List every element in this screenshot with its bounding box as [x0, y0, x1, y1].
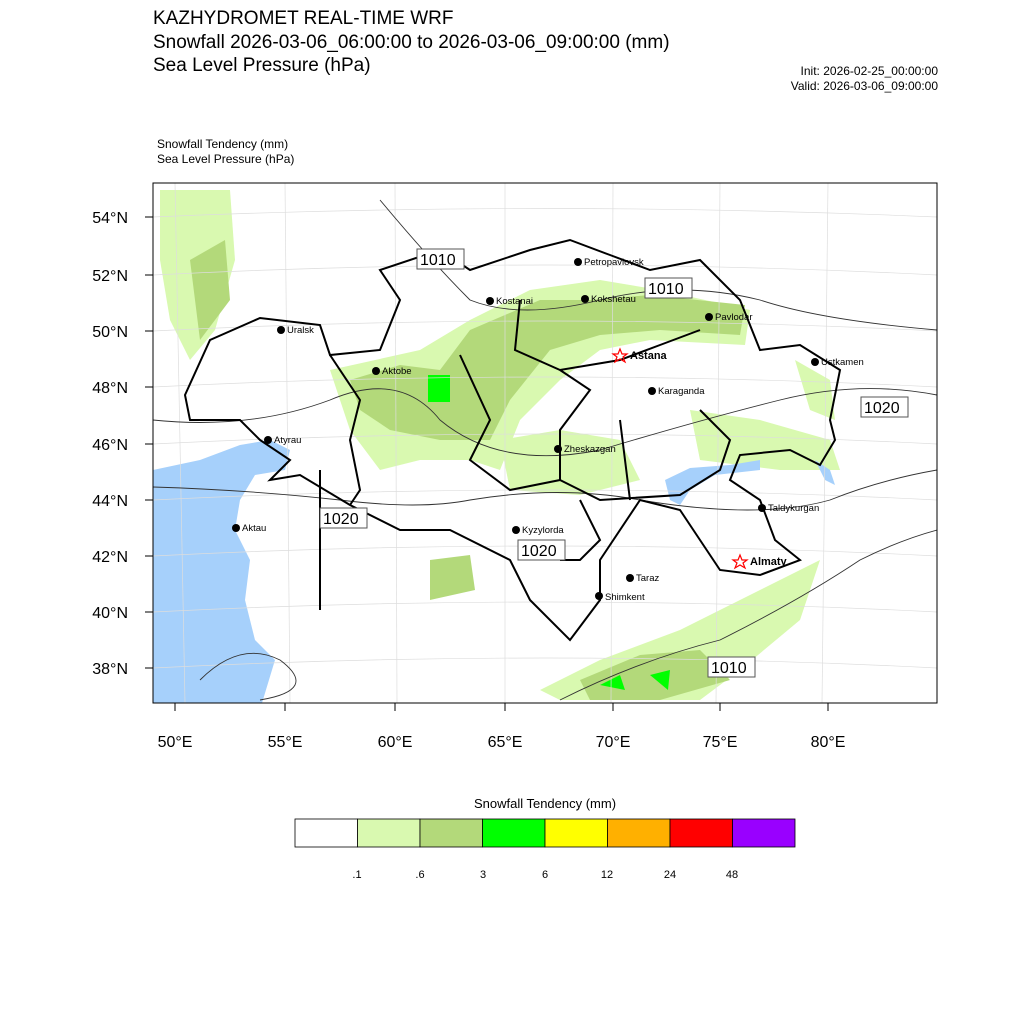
city-shimkent: Shimkent	[595, 592, 645, 603]
svg-text:Karaganda: Karaganda	[658, 386, 705, 397]
svg-text:55°E: 55°E	[268, 734, 303, 751]
city-kokshetau: Kokshetau	[581, 294, 636, 305]
svg-text:75°E: 75°E	[703, 734, 738, 751]
city-pavlodar: Pavlodar	[705, 312, 753, 323]
svg-text:Taraz: Taraz	[636, 573, 659, 584]
svg-text:1010: 1010	[648, 281, 684, 298]
lon-axis: 50°E 55°E 60°E 65°E 70°E 75°E 80°E	[158, 734, 846, 751]
title-line-1: KAZHYDROMET REAL-TIME WRF	[153, 8, 454, 29]
svg-text:1020: 1020	[323, 511, 359, 528]
colorbar-swatch	[544, 818, 608, 848]
astana-star-icon	[611, 347, 629, 364]
svg-text:Kostanai: Kostanai	[496, 296, 533, 307]
svg-text:70°E: 70°E	[596, 734, 631, 751]
svg-text:Aktau: Aktau	[242, 523, 266, 534]
svg-text:12: 12	[601, 869, 613, 881]
svg-text:Petropavlovsk: Petropavlovsk	[584, 257, 644, 268]
svg-text:60°E: 60°E	[378, 734, 413, 751]
svg-text:Pavlodar: Pavlodar	[715, 312, 753, 323]
title-line-3: Sea Level Pressure (hPa)	[153, 55, 371, 76]
colorbar-swatch	[607, 818, 671, 848]
svg-text:.6: .6	[415, 869, 424, 881]
svg-text:80°E: 80°E	[811, 734, 846, 751]
svg-text:1010: 1010	[420, 252, 456, 269]
title-line-2: Snowfall 2026-03-06_06:00:00 to 2026-03-…	[153, 32, 670, 53]
colorbar-title: Snowfall Tendency (mm)	[474, 796, 616, 811]
svg-text:52°N: 52°N	[92, 268, 128, 285]
city-aktobe: Aktobe	[372, 366, 412, 377]
colorbar: Snowfall Tendency (mm) .1 .6 3 6 12 24 48	[294, 796, 796, 881]
svg-text:6: 6	[542, 869, 548, 881]
colorbar-swatch	[732, 818, 796, 848]
city-kostanai: Kostanai	[486, 296, 533, 307]
svg-text:Astana: Astana	[630, 350, 668, 362]
field-label-slp: Sea Level Pressure (hPa)	[157, 152, 295, 166]
lat-axis: 54°N 52°N 50°N 48°N 46°N 44°N 42°N 40°N 38°N	[92, 210, 128, 678]
city-karaganda: Karaganda	[648, 386, 705, 397]
axis-ticks	[145, 216, 829, 711]
svg-text:44°N: 44°N	[92, 493, 128, 510]
svg-text:24: 24	[664, 869, 676, 881]
svg-text:Uralsk: Uralsk	[287, 325, 314, 336]
map-area: Petropavlovsk Kostanai Kokshetau Pavloda…	[153, 183, 937, 703]
colorbar-swatch	[482, 818, 546, 848]
colorbar-swatch	[294, 818, 358, 848]
svg-text:46°N: 46°N	[92, 437, 128, 454]
svg-text:40°N: 40°N	[92, 605, 128, 622]
city-aktau: Aktau	[232, 523, 266, 534]
colorbar-swatch	[419, 818, 483, 848]
city-markers: Petropavlovsk Kostanai Kokshetau Pavloda…	[232, 257, 864, 603]
svg-text:1020: 1020	[864, 400, 900, 417]
city-kyzylorda: Kyzylorda	[512, 525, 564, 536]
isobars	[153, 199, 937, 701]
init-time: Init: 2026-02-25_00:00:00	[800, 64, 938, 78]
valid-time: Valid: 2026-03-06_09:00:00	[790, 79, 938, 93]
city-ustkamen: Ustkamen	[811, 357, 864, 368]
plot-frame	[152, 182, 938, 704]
svg-text:Zheskazgan: Zheskazgan	[564, 444, 616, 455]
svg-text:50°E: 50°E	[158, 734, 193, 751]
svg-text:42°N: 42°N	[92, 549, 128, 566]
svg-text:48°N: 48°N	[92, 380, 128, 397]
city-atyrau: Atyrau	[264, 435, 301, 446]
city-uralsk: Uralsk	[277, 325, 314, 336]
svg-text:3: 3	[480, 869, 486, 881]
city-astana: Astana	[611, 347, 668, 364]
svg-text:50°N: 50°N	[92, 324, 128, 341]
graticule	[153, 183, 937, 703]
svg-text:48: 48	[726, 869, 738, 881]
city-petropavlovsk: Petropavlovsk	[574, 257, 644, 268]
svg-text:1010: 1010	[711, 660, 747, 677]
almaty-star-icon	[731, 553, 749, 570]
isobar-labels: 1010 1010 1020 1020 1020 1010	[319, 248, 909, 678]
city-taraz: Taraz	[626, 573, 659, 584]
svg-text:Taldykurgan: Taldykurgan	[768, 503, 819, 514]
svg-text:65°E: 65°E	[488, 734, 523, 751]
svg-text:54°N: 54°N	[92, 210, 128, 227]
colorbar-swatch	[669, 818, 733, 848]
svg-text:Kyzylorda: Kyzylorda	[522, 525, 564, 536]
country-borders	[183, 238, 842, 642]
svg-text:Ustkamen: Ustkamen	[821, 357, 864, 368]
svg-text:Almaty: Almaty	[750, 556, 788, 568]
colorbar-swatch	[357, 818, 421, 848]
svg-text:Shimkent: Shimkent	[605, 592, 645, 603]
svg-text:Aktobe: Aktobe	[382, 366, 412, 377]
svg-text:1020: 1020	[521, 543, 557, 560]
field-label-snowfall: Snowfall Tendency (mm)	[157, 137, 289, 151]
svg-text:Atyrau: Atyrau	[274, 435, 301, 446]
city-zheskazgan: Zheskazgan	[554, 444, 616, 455]
city-almaty: Almaty	[731, 553, 788, 570]
svg-text:.1: .1	[352, 869, 361, 881]
city-taldykurgan: Taldykurgan	[758, 503, 819, 514]
svg-text:38°N: 38°N	[92, 661, 128, 678]
snowfall-shading	[160, 190, 840, 700]
svg-text:Kokshetau: Kokshetau	[591, 294, 636, 305]
